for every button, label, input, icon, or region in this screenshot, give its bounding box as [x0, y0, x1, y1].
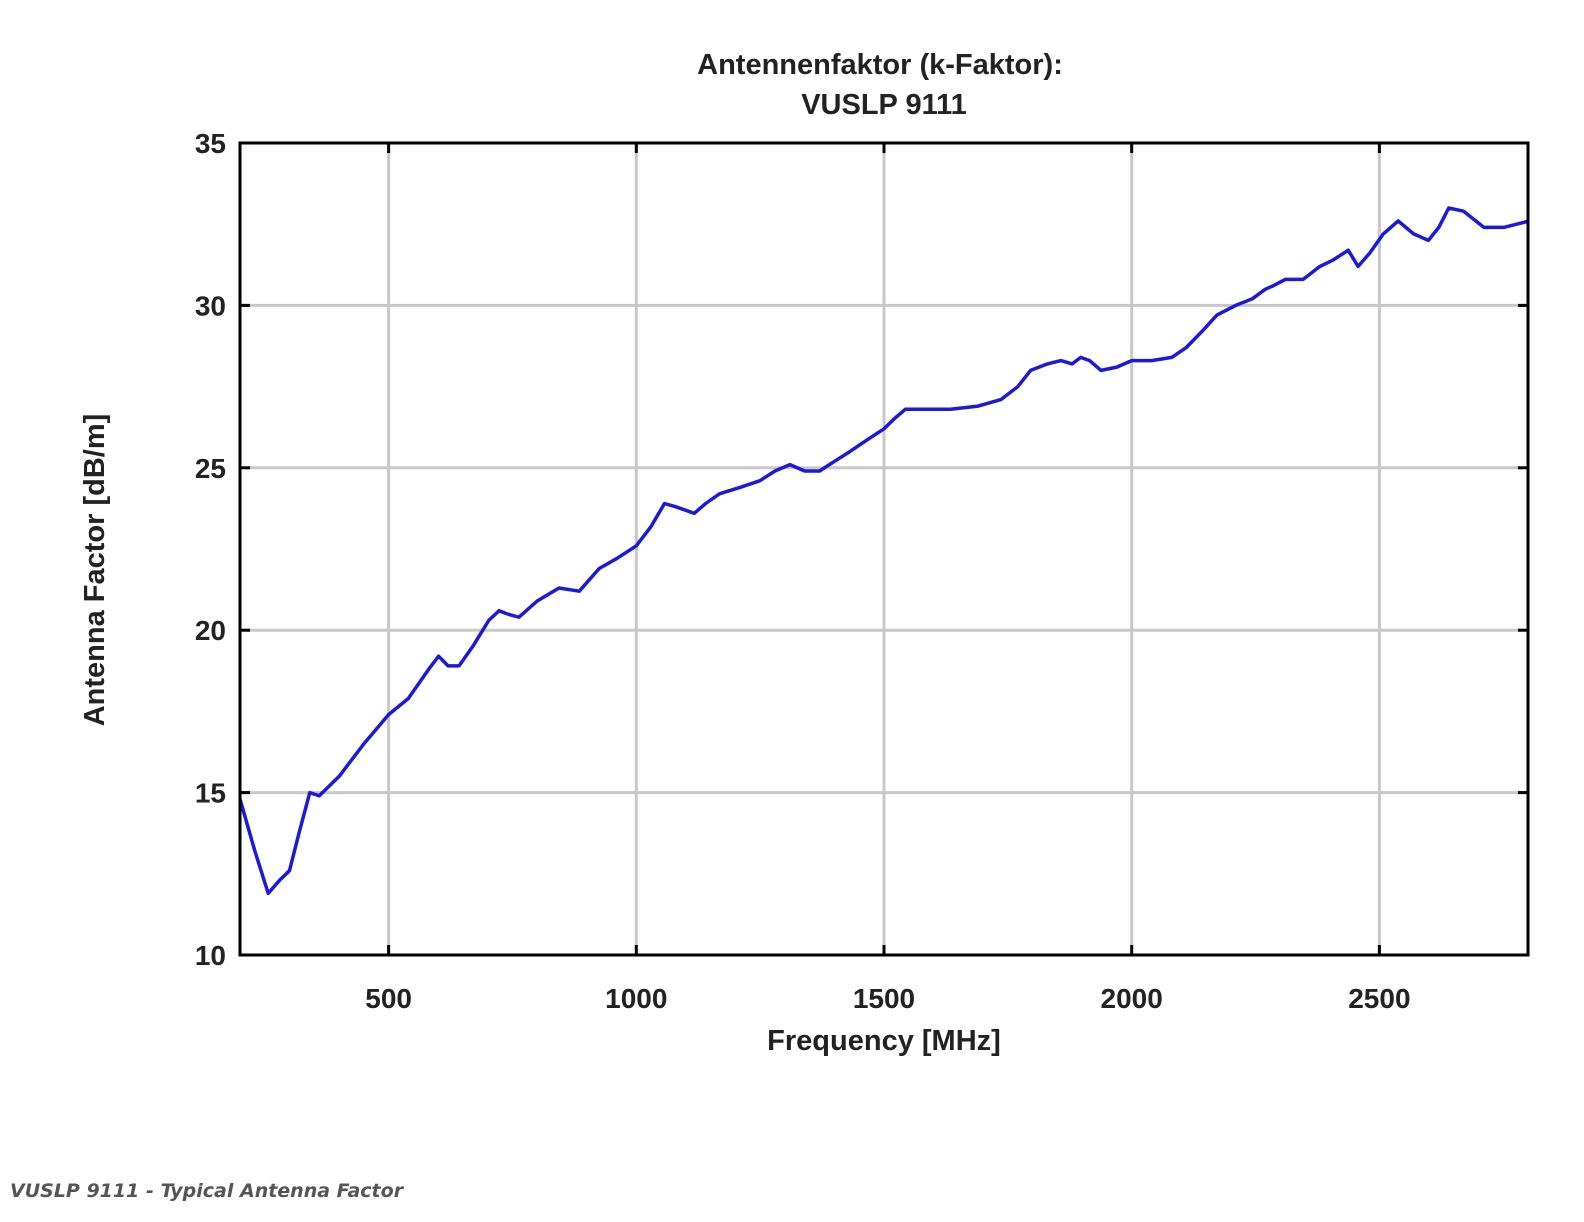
grid — [240, 143, 1528, 955]
x-axis-label: Frequency [MHz] — [767, 1025, 1001, 1057]
y-tick-label: 10 — [195, 940, 226, 971]
x-tick-label: 500 — [365, 983, 412, 1014]
y-tick-label: 35 — [195, 128, 226, 159]
x-tick-label: 2500 — [1348, 983, 1410, 1014]
y-tick-label: 15 — [195, 778, 226, 809]
ticks: 500 1000 1500 2000 2500 10 15 20 25 30 35 — [195, 128, 1528, 1014]
y-tick-label: 30 — [195, 290, 226, 321]
x-tick-label: 2000 — [1101, 983, 1163, 1014]
chart-title-line-1: Antennenfaktor (k-Faktor): — [697, 49, 1063, 81]
chart-title-line-2: VUSLP 9111 — [801, 89, 967, 121]
series-line-vuslp-9111 — [238, 206, 1530, 896]
y-tick-label: 25 — [195, 453, 226, 484]
y-tick-label: 20 — [195, 615, 226, 646]
x-tick-label: 1000 — [605, 983, 667, 1014]
y-axis-label: Antenna Factor [dB/m] — [79, 414, 111, 727]
figure-caption: VUSLP 9111 - Typical Antenna Factor — [10, 1180, 404, 1202]
x-tick-label: 1500 — [853, 983, 915, 1014]
